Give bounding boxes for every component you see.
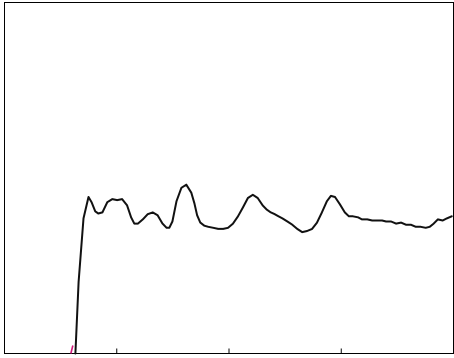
x-marker	[70, 345, 74, 354]
plot-frame	[4, 2, 454, 354]
x-axis-ticks	[116, 348, 342, 354]
series-layer	[74, 183, 453, 355]
x-marker-line	[70, 345, 74, 354]
series-line-1	[74, 183, 453, 355]
